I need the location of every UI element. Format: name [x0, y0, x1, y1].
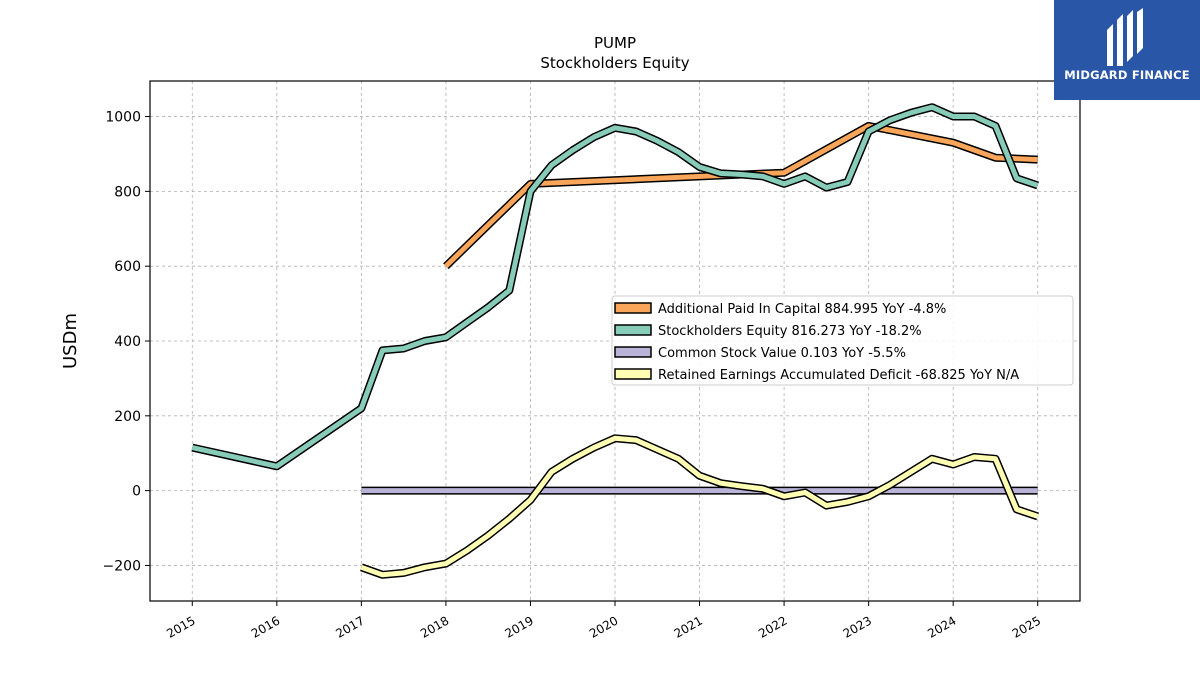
y-axis-label: USDm	[60, 313, 81, 369]
series-line-stockholders-equity	[191, 104, 1039, 469]
y-tick-label: 200	[114, 409, 141, 425]
series-line-retained-earnings-accumulated-deficit	[360, 435, 1039, 578]
y-tick-label: 400	[114, 334, 141, 350]
x-tick-label: 2025	[1010, 613, 1043, 640]
logo-text: MIDGARD FINANCE	[1064, 68, 1190, 82]
y-tick-label: 0	[132, 484, 141, 500]
x-tick-label: 2023	[841, 613, 874, 640]
legend-label: Stockholders Equity 816.273 YoY -18.2%	[658, 324, 922, 339]
y-tick-label: −200	[103, 558, 141, 574]
legend-swatch	[614, 346, 652, 358]
legend-label: Retained Earnings Accumulated Deficit -6…	[658, 368, 1019, 383]
series-line-additional-paid-in-capital-outline	[443, 121, 1038, 270]
legend-box	[611, 295, 1074, 386]
brand-logo: MIDGARD FINANCE	[1054, 0, 1200, 100]
series-line-additional-paid-in-capital	[444, 123, 1038, 268]
y-tick-label: 600	[114, 259, 141, 275]
x-tick-label: 2020	[587, 613, 620, 640]
logo-mark-icon	[1107, 8, 1143, 66]
x-tick-label: 2017	[333, 613, 366, 640]
y-tick-label: 1000	[105, 110, 141, 126]
x-tick-label: 2021	[672, 613, 705, 640]
legend-swatch	[614, 302, 652, 314]
legend-swatch	[614, 324, 652, 336]
x-tick-label: 2018	[418, 613, 451, 640]
x-tick-label: 2016	[249, 613, 282, 640]
chart-subtitle: Stockholders Equity	[540, 54, 689, 72]
chart-title: PUMP	[594, 34, 636, 52]
legend-label: Common Stock Value 0.103 YoY -5.5%	[658, 346, 906, 361]
legend-label: Additional Paid In Capital 884.995 YoY -…	[658, 302, 946, 317]
y-tick-label: 800	[114, 184, 141, 200]
legend-swatch	[614, 368, 652, 380]
x-tick-label: 2015	[164, 613, 197, 640]
x-tick-label: 2022	[756, 613, 789, 640]
x-tick-label: 2024	[925, 613, 958, 640]
x-tick-label: 2019	[503, 613, 536, 640]
